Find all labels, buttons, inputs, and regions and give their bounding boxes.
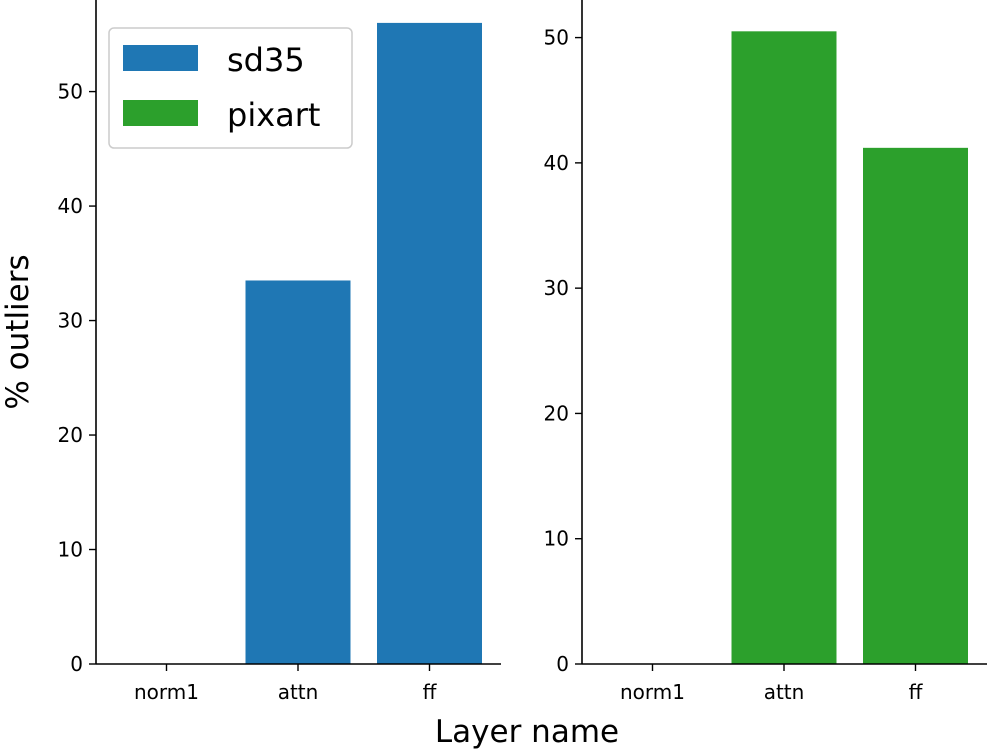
y-tick-label: 40: [544, 151, 569, 175]
right-panel-pixart: norm1 attn ff 0 10 20 30 40 50: [544, 0, 987, 704]
legend-label-pixart: pixart: [227, 96, 320, 134]
y-tick-label: 50: [544, 26, 569, 50]
left-panel-sd35: norm1 attn ff 0 10 20 30 40 50: [58, 0, 501, 704]
x-axis-title: Layer name: [435, 714, 619, 750]
bar-sd35-ff: [377, 22, 482, 665]
y-tick-label: 30: [58, 309, 83, 333]
y-axis-title: % outliers: [0, 254, 36, 409]
bar-pixart-ff: [863, 147, 968, 664]
y-tick-label: 20: [544, 401, 569, 425]
x-tick-label: norm1: [134, 680, 199, 704]
legend-label-sd35: sd35: [227, 41, 305, 79]
y-tick-label: 10: [58, 538, 83, 562]
legend: sd35 pixart: [108, 27, 353, 149]
y-tick-label: 0: [70, 652, 83, 676]
y-tick-label: 0: [556, 652, 569, 676]
x-tick-label: norm1: [620, 680, 685, 704]
x-tick-label: attn: [278, 680, 319, 704]
bar-pixart-attn: [731, 31, 837, 665]
x-tick-label: attn: [764, 680, 805, 704]
y-tick-label: 50: [58, 80, 83, 104]
legend-swatch-pixart: [123, 100, 198, 126]
y-tick-label: 10: [544, 527, 569, 551]
bar-sd35-attn: [245, 280, 351, 664]
y-tick-label: 20: [58, 423, 83, 447]
y-tick-label: 30: [544, 276, 569, 300]
legend-swatch-sd35: [123, 45, 198, 71]
x-tick-label: ff: [909, 680, 924, 704]
x-tick-label: ff: [423, 680, 438, 704]
y-tick-label: 40: [58, 194, 83, 218]
